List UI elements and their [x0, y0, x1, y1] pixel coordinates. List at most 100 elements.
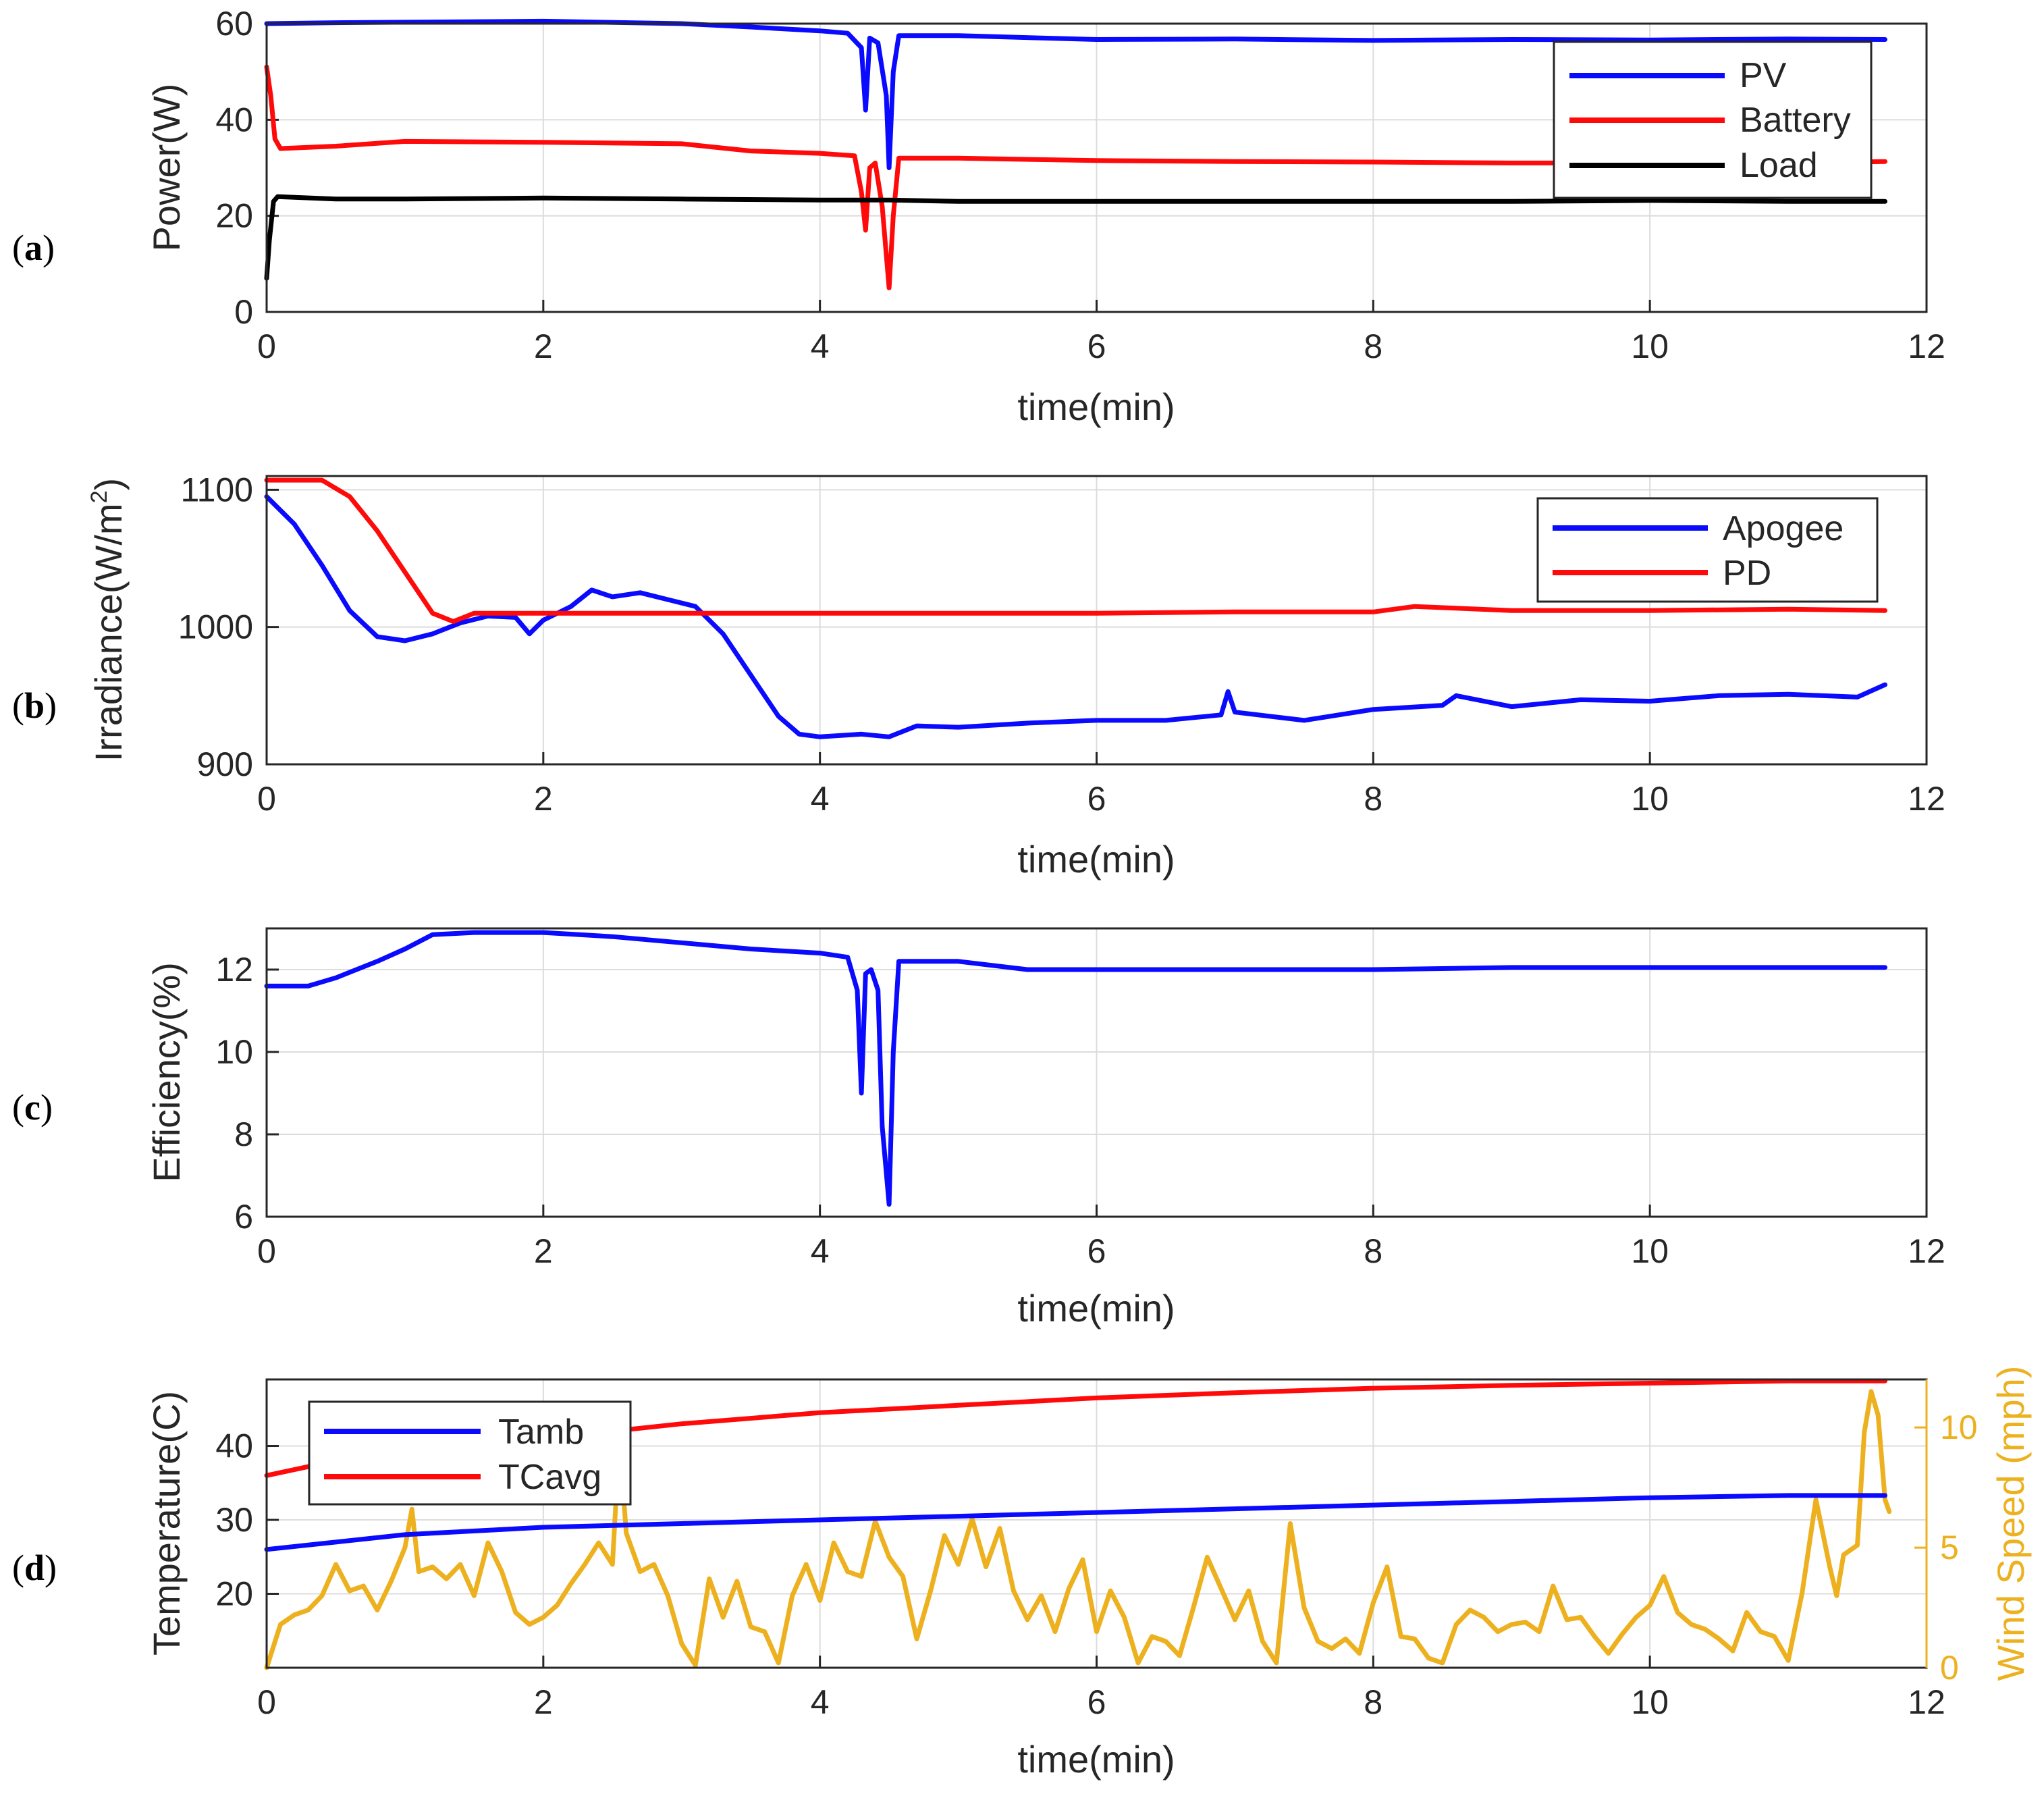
plot-frame-b — [265, 475, 1928, 766]
legend-label-pv: PV — [1740, 56, 1787, 95]
series-line-wind-speed — [264, 1389, 1892, 1670]
series-line-tamb — [264, 1493, 1887, 1552]
y-axis-label-a: Power(W) — [145, 84, 188, 252]
series-lines-b — [264, 477, 1887, 739]
tick-labels-d: 0 2 4 6 8 10 12 20 30 40 0 5 10 — [215, 1408, 1977, 1721]
x-tick-label: 4 — [811, 1232, 830, 1270]
y2-tick-label: 5 — [1940, 1529, 1959, 1566]
panel-label-d: (d) — [12, 1548, 57, 1588]
plot-frame-c — [265, 927, 1928, 1218]
legend-box-d — [308, 1400, 632, 1506]
panel-letter-a: a — [24, 228, 43, 268]
tick-labels-a: 0 2 4 6 8 10 12 0 20 40 60 — [215, 5, 1945, 365]
x-tick-label: 12 — [1908, 780, 1945, 818]
panel-d: 0 2 4 6 8 10 12 20 30 40 0 5 10 time(min) Temperatur… — [12, 1366, 2032, 1780]
x-tick-label: 12 — [1908, 327, 1945, 365]
x-tick-label: 8 — [1364, 780, 1382, 818]
x-tick-label: 4 — [811, 327, 830, 365]
panel-b: 0 2 4 6 8 10 12 900 1000 1100 time(min) Irradianc… — [12, 471, 1945, 880]
x-tick-label: 0 — [257, 780, 276, 818]
legend-label-apogee: Apogee — [1723, 509, 1844, 548]
y-axis-label-b-superscript: 2 — [86, 491, 112, 504]
y2-axis-label-d: Wind Speed (mph) — [1989, 1366, 2032, 1681]
panel-letter-c: c — [24, 1087, 41, 1128]
x-tick-label: 2 — [534, 1683, 553, 1721]
x-tick-label: 8 — [1364, 1232, 1382, 1270]
y-axis-label-b: Irradiance(W/m2) — [86, 478, 130, 762]
y-tick-label: 40 — [215, 101, 253, 138]
y-tick-label: 8 — [234, 1115, 253, 1153]
x-tick-label: 2 — [534, 1232, 553, 1270]
legend-d: Tamb TCavg — [308, 1400, 632, 1506]
legend-b: Apogee PD — [1536, 497, 1879, 603]
x-tick-label: 8 — [1364, 1683, 1382, 1721]
panel-label-a: (a) — [12, 228, 55, 268]
grid-d — [265, 1379, 1928, 1669]
y-tick-label: 60 — [215, 5, 253, 43]
panel-label-c: (c) — [12, 1087, 53, 1128]
y2-tick-label: 0 — [1940, 1649, 1959, 1687]
y2-tick-label: 10 — [1940, 1408, 1978, 1446]
legend-label-battery: Battery — [1740, 101, 1851, 140]
y-axis-label-c: Efficiency(%) — [145, 962, 188, 1182]
y-axis-label-d: Temperature(C) — [145, 1391, 188, 1656]
panel-label-b: (b) — [12, 685, 57, 726]
series-lines-c — [264, 930, 1887, 1207]
x-tick-label: 12 — [1908, 1232, 1945, 1270]
x-tick-label: 6 — [1087, 1232, 1106, 1270]
series-line-load — [264, 194, 1887, 281]
plot-frame-a — [265, 22, 1928, 313]
legend-label-pd: PD — [1723, 554, 1771, 593]
panel-letter-d: d — [24, 1548, 45, 1588]
y-axis-label-b-end: ) — [87, 478, 130, 491]
y-tick-label: 30 — [215, 1501, 253, 1539]
x-tick-label: 10 — [1631, 780, 1669, 818]
x-tick-label: 0 — [257, 327, 276, 365]
x-axis-label-b: time(min) — [1017, 838, 1175, 880]
y-tick-label: 12 — [215, 951, 253, 988]
x-tick-label: 10 — [1631, 1683, 1669, 1721]
legend-label-tcavg: TCavg — [498, 1458, 601, 1497]
x-tick-label: 10 — [1631, 1232, 1669, 1270]
series-line-apogee — [264, 494, 1887, 739]
series-line-efficiency — [264, 930, 1887, 1207]
x-tick-label: 0 — [257, 1232, 276, 1270]
x-tick-label: 12 — [1908, 1683, 1945, 1721]
tick-labels-b: 0 2 4 6 8 10 12 900 1000 1100 — [178, 471, 1945, 818]
y-tick-label: 6 — [234, 1198, 253, 1236]
x-tick-label: 10 — [1631, 327, 1669, 365]
y-tick-label: 0 — [234, 293, 253, 331]
y-tick-label: 900 — [197, 745, 253, 783]
panel-letter-b: b — [24, 685, 45, 726]
legend-label-tamb: Tamb — [498, 1413, 584, 1452]
x-tick-label: 6 — [1087, 327, 1106, 365]
x-tick-label: 6 — [1087, 1683, 1106, 1721]
y-tick-label: 1000 — [178, 608, 253, 646]
x-axis-label-a: time(min) — [1017, 386, 1175, 428]
x-tick-label: 0 — [257, 1683, 276, 1721]
legend-label-load: Load — [1740, 146, 1818, 185]
legend-a: PV Battery Load — [1553, 41, 1873, 199]
tick-labels-c: 0 2 4 6 8 10 12 6 8 10 12 — [215, 951, 1945, 1270]
x-tick-label: 2 — [534, 327, 553, 365]
x-tick-label: 8 — [1364, 327, 1382, 365]
x-tick-label: 4 — [811, 780, 830, 818]
x-tick-label: 6 — [1087, 780, 1106, 818]
x-axis-label-c: time(min) — [1017, 1287, 1175, 1329]
legend-box-b — [1536, 497, 1879, 603]
y-axis-label-b-main: Irradiance(W/m — [87, 503, 130, 762]
y-tick-label: 40 — [215, 1427, 253, 1465]
x-tick-label: 2 — [534, 780, 553, 818]
y-tick-label: 10 — [215, 1033, 253, 1071]
x-axis-label-d: time(min) — [1017, 1738, 1175, 1780]
series-line-battery — [264, 64, 1887, 290]
y-tick-label: 20 — [215, 197, 253, 235]
series-line-pd — [264, 477, 1887, 624]
y-tick-label: 1100 — [180, 471, 253, 508]
x-tick-label: 4 — [811, 1683, 830, 1721]
y-tick-label: 20 — [215, 1575, 253, 1613]
